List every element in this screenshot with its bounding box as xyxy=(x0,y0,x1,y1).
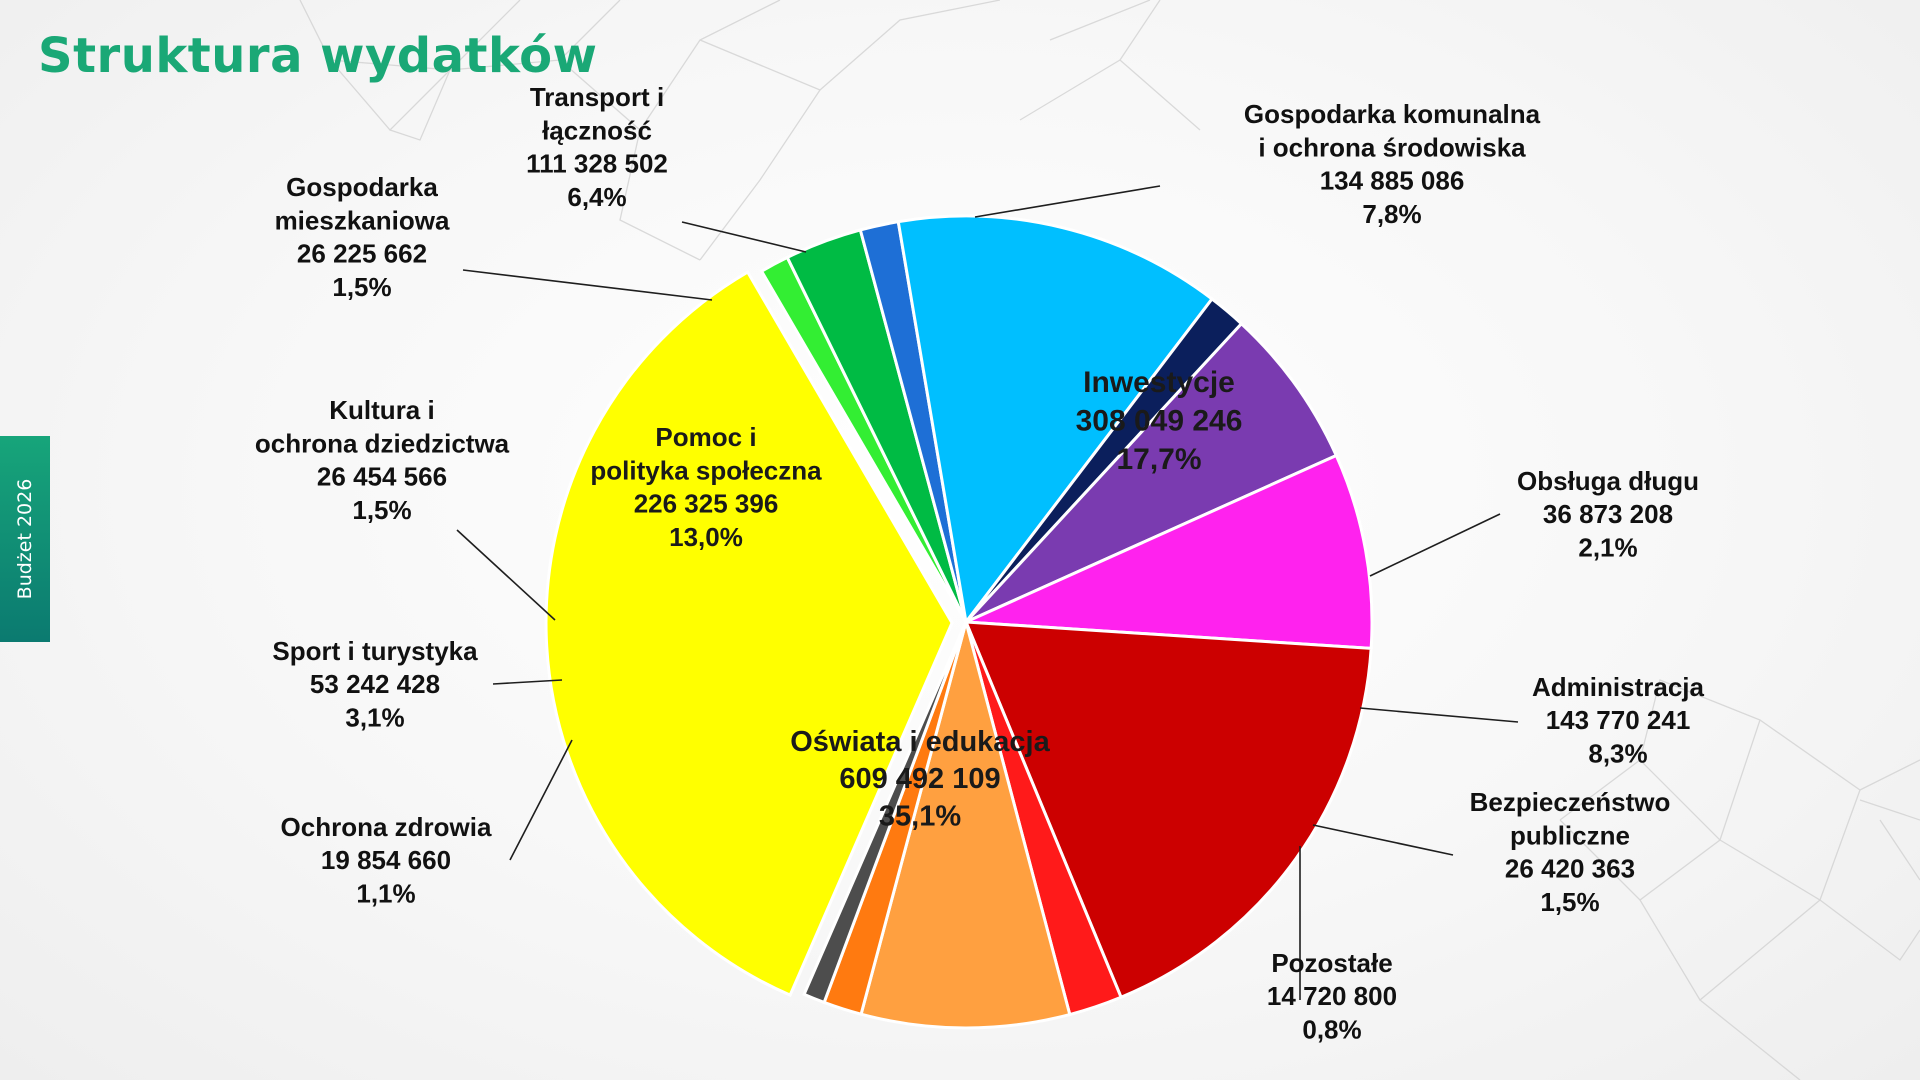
slice-value-text: 226 325 396 xyxy=(634,489,779,519)
slice-name-text: Transport i xyxy=(530,82,664,112)
slice-percent-text: 13,0% xyxy=(669,522,743,552)
pie-slice-5 xyxy=(896,214,1215,626)
slice-name-text: publiczne xyxy=(1510,820,1630,850)
slice-value-text: 53 242 428 xyxy=(310,669,440,699)
slice-label-11: Administracja 143 770 241 8,3% xyxy=(1532,672,1704,769)
slice-label-7: Transport i łączność 111 328 502 6,4% xyxy=(526,82,668,212)
slice-value-text: 26 454 566 xyxy=(317,462,447,492)
slice-value-text: 36 873 208 xyxy=(1543,499,1673,529)
side-tab: Budżet 2026 xyxy=(0,436,50,642)
slice-label-4: Kultura i ochrona dziedzictwa 26 454 566 1,… xyxy=(255,395,510,525)
slice-labels: Oświata i edukacja 609 492 109 35,1% Ochron… xyxy=(255,82,1705,1044)
slice-label-5: Pomoc i polityka społeczna 226 325 396 13,0… xyxy=(590,422,822,552)
slice-name-text: Ochrona zdrowia xyxy=(281,812,492,842)
slice-name-text: Gospodarka komunalna xyxy=(1244,99,1541,129)
leader-line-4 xyxy=(456,529,556,621)
slice-name-text: Inwestycje xyxy=(1083,366,1235,399)
slice-percent-text: 7,8% xyxy=(1362,199,1421,229)
slice-name-text: Oświata i edukacja xyxy=(790,726,1050,758)
slice-name-text: łączność xyxy=(542,115,652,145)
slice-name-text: mieszkaniowa xyxy=(275,205,450,235)
slice-label-9: Inwestycje 308 049 246 17,7% xyxy=(1076,366,1243,476)
leader-line-2 xyxy=(509,739,573,861)
pie-slice-8 xyxy=(965,453,1374,651)
slice-name-text: ochrona dziedzictwa xyxy=(255,428,510,458)
slice-percent-text: 35,1% xyxy=(879,800,961,832)
slice-percent-text: 0,8% xyxy=(1302,1014,1361,1044)
slice-percent-text: 1,5% xyxy=(352,495,411,525)
slice-label-3: Sport i turystyka 53 242 428 3,1% xyxy=(272,636,478,733)
slice-label-13: Pozostałe 14 720 800 0,8% xyxy=(1267,948,1397,1045)
leader-line-11 xyxy=(1359,707,1519,723)
slice-percent-text: 8,3% xyxy=(1588,738,1647,768)
leader-line-3 xyxy=(492,679,563,685)
slice-value-text: 609 492 109 xyxy=(839,763,1000,795)
slice-label-10: Obsługa długu 36 873 208 2,1% xyxy=(1517,466,1699,563)
slice-value-text: 26 225 662 xyxy=(297,239,427,269)
slice-name-text: Administracja xyxy=(1532,672,1704,702)
slice-name-text: i ochrona środowiska xyxy=(1258,132,1526,162)
slice-value-text: 143 770 241 xyxy=(1546,705,1691,735)
pie-slice-13 xyxy=(802,621,968,1005)
slice-name-text: Gospodarka xyxy=(286,172,438,202)
slice-value-text: 111 328 502 xyxy=(526,149,668,179)
slice-percent-text: 2,1% xyxy=(1578,532,1637,562)
slice-value-text: 19 854 660 xyxy=(321,845,451,875)
pie-slice-9 xyxy=(963,620,1373,1000)
leader-line-6 xyxy=(462,269,713,301)
pie-slice-11 xyxy=(859,616,1072,1030)
slice-percent-text: 1,5% xyxy=(1540,887,1599,917)
leader-lines xyxy=(456,185,1519,1000)
slice-percent-text: 6,4% xyxy=(567,182,626,212)
slice-label-2: Ochrona zdrowia 19 854 660 1,1% xyxy=(281,812,492,909)
slice-name-text: polityka społeczna xyxy=(590,455,822,485)
slice-value-text: 14 720 800 xyxy=(1267,981,1397,1011)
pie-slice-1 xyxy=(544,269,954,998)
leader-line-12 xyxy=(1312,824,1454,856)
slice-label-6: Gospodarka mieszkaniowa 26 225 662 1,5% xyxy=(275,172,450,302)
slice-value-text: 134 885 086 xyxy=(1320,166,1465,196)
slice-percent-text: 1,5% xyxy=(332,272,391,302)
slice-value-text: 308 049 246 xyxy=(1076,405,1243,438)
slice-label-8: Gospodarka komunalna i ochrona środowiska… xyxy=(1244,99,1541,229)
slice-value-text: 26 420 363 xyxy=(1505,854,1635,884)
slice-percent-text: 3,1% xyxy=(345,702,404,732)
pie-slices xyxy=(544,214,1374,1030)
slice-name-text: Bezpieczeństwo xyxy=(1470,787,1671,817)
leader-line-8 xyxy=(974,185,1161,218)
slice-name-text: Obsługa długu xyxy=(1517,466,1699,496)
page-title: Struktura wydatków xyxy=(38,28,598,84)
slice-name-text: Pomoc i xyxy=(655,422,756,452)
slice-label-1: Oświata i edukacja 609 492 109 35,1% xyxy=(790,726,1050,832)
slice-name-text: Sport i turystyka xyxy=(272,636,478,666)
leader-line-7 xyxy=(681,221,807,253)
slice-name-text: Kultura i xyxy=(329,395,434,425)
slice-percent-text: 1,1% xyxy=(356,878,415,908)
leader-line-10 xyxy=(1369,513,1501,577)
slice-percent-text: 17,7% xyxy=(1116,443,1201,476)
slice-name-text: Pozostałe xyxy=(1271,948,1392,978)
slice-label-12: Bezpieczeństwo publiczne 26 420 363 1,5% xyxy=(1470,787,1671,917)
pie-slice-7 xyxy=(964,321,1339,624)
